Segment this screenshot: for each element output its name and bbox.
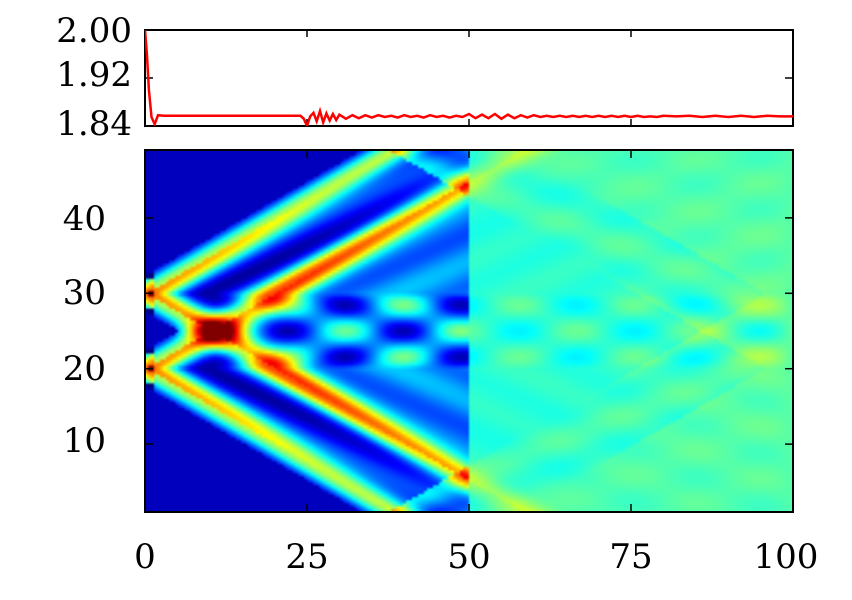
xtick-label-25: 25 xyxy=(285,537,328,577)
energy-line xyxy=(145,30,793,126)
ytick-label-10: 10 xyxy=(63,421,106,461)
heatmap-panel: 10 20 30 40 0 25 50 75 100 xyxy=(63,149,819,577)
top-ytick-label-1: 1.92 xyxy=(56,55,132,95)
top-ytick-label-0: 2.00 xyxy=(56,11,132,51)
ytick-label-40: 40 xyxy=(63,199,106,239)
top-ytick-label-2: 1.84 xyxy=(56,104,132,144)
top-line-panel: 2.00 1.92 1.84 xyxy=(56,11,794,144)
heatmap-ticks xyxy=(144,150,794,512)
ytick-label-20: 20 xyxy=(63,349,106,389)
xtick-label-75: 75 xyxy=(609,537,652,577)
xtick-label-0: 0 xyxy=(134,537,156,577)
top-panel-frame xyxy=(144,29,794,127)
xtick-label-50: 50 xyxy=(447,537,490,577)
xtick-label-100: 100 xyxy=(754,537,819,577)
ytick-label-30: 30 xyxy=(63,273,106,313)
density-heatmap xyxy=(145,150,793,512)
